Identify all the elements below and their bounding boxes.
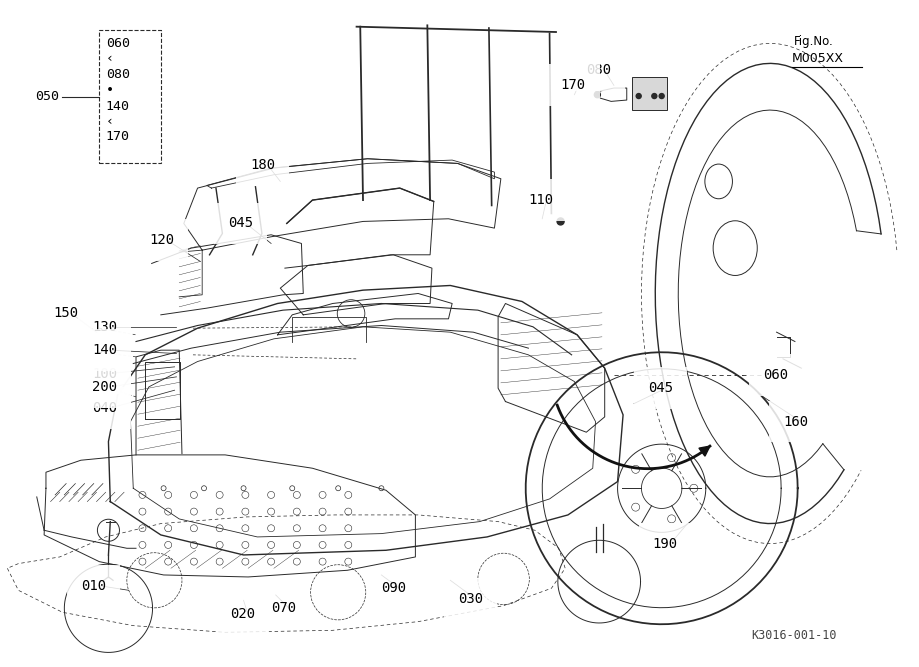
Text: 130: 130	[92, 320, 117, 334]
Text: 180: 180	[250, 159, 275, 172]
Circle shape	[652, 93, 657, 99]
Text: 090: 090	[381, 582, 406, 595]
Text: 060: 060	[763, 368, 788, 382]
Circle shape	[595, 92, 600, 97]
Polygon shape	[699, 446, 709, 456]
Text: K3016-001-10: K3016-001-10	[751, 629, 836, 642]
Text: ‹: ‹	[106, 115, 114, 128]
Bar	[632, 77, 667, 110]
Text: 080: 080	[106, 68, 130, 81]
Text: 070: 070	[271, 602, 296, 615]
Text: 080: 080	[586, 63, 611, 77]
Text: 150: 150	[53, 307, 78, 320]
Text: 100: 100	[92, 367, 117, 380]
Circle shape	[636, 93, 641, 99]
Text: Fig.No.: Fig.No.	[794, 35, 834, 48]
Text: 010: 010	[81, 579, 106, 592]
Text: M005XX: M005XX	[792, 52, 845, 65]
Text: 160: 160	[783, 415, 808, 428]
Text: •: •	[106, 83, 114, 97]
Text: 120: 120	[149, 233, 174, 247]
Circle shape	[557, 218, 564, 225]
Bar	[99, 30, 161, 163]
Text: 110: 110	[528, 193, 553, 207]
Text: 030: 030	[458, 592, 482, 606]
Text: ‹: ‹	[106, 52, 114, 65]
Text: 140: 140	[106, 100, 130, 113]
Text: 050: 050	[35, 90, 59, 103]
Text: 170: 170	[561, 79, 585, 92]
Text: 045: 045	[228, 217, 253, 230]
Text: 040: 040	[92, 402, 117, 415]
Text: 140: 140	[92, 344, 117, 357]
Text: 200: 200	[92, 380, 117, 394]
Text: 170: 170	[106, 130, 130, 143]
Text: 045: 045	[648, 382, 673, 395]
Text: 060: 060	[106, 37, 130, 50]
Text: 190: 190	[652, 537, 677, 550]
Circle shape	[659, 93, 664, 99]
Text: 020: 020	[230, 607, 255, 620]
